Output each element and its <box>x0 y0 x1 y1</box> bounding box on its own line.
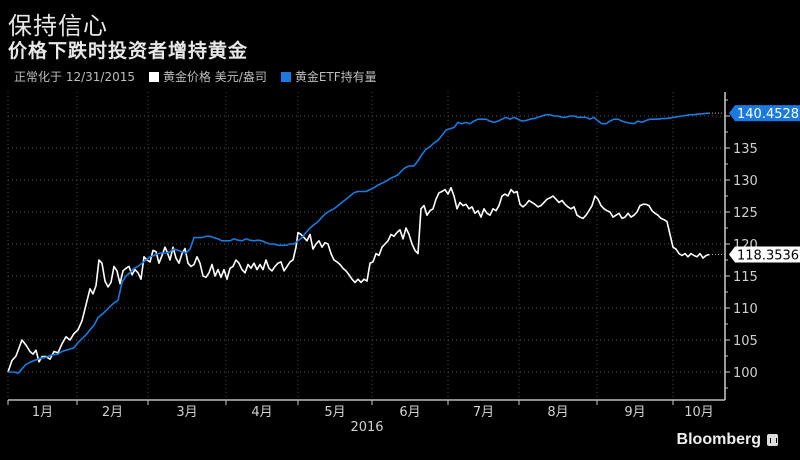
x-tick-label: 3月 <box>176 405 197 420</box>
end-value-badge <box>729 105 800 122</box>
chart-title: 保持信心 <box>8 12 108 40</box>
legend-item-gold-price: 黄金价格 美元/盎司 <box>148 68 267 85</box>
gold-price-line <box>7 186 710 373</box>
x-tick-label: 2月 <box>102 405 123 420</box>
x-tick-label: 5月 <box>324 405 345 420</box>
data-lines <box>7 112 725 375</box>
chart-subtitle: 价格下跌时投资者增持黄金 <box>8 40 249 62</box>
bloomberg-chart-icon <box>767 434 778 446</box>
gridlines <box>7 92 725 400</box>
x-axis-label: 2016 <box>350 420 383 435</box>
x-tick-label: 9月 <box>624 405 645 420</box>
y-tick-label: 100 <box>733 366 758 381</box>
y-tick-label: 135 <box>733 142 758 157</box>
y-tick-label: 110 <box>733 302 758 317</box>
normalization-note: 正常化于 12/31/2015 <box>14 70 135 84</box>
bloomberg-logo: Bloomberg <box>677 431 778 449</box>
legend-label: 黄金价格 美元/盎司 <box>162 70 267 84</box>
x-tick-label: 1月 <box>32 405 53 420</box>
legend-label: 黄金ETF持有量 <box>294 70 377 84</box>
legend-item-etf-holdings: 黄金ETF持有量 <box>280 68 377 85</box>
axes <box>7 92 730 405</box>
end-value-label: 118.3536 <box>737 249 799 264</box>
x-tick-label: 8月 <box>547 405 568 420</box>
x-tick-label: 10月 <box>684 405 714 420</box>
legend-swatch-white <box>148 71 159 82</box>
y-tick-label: 105 <box>733 334 758 349</box>
y-tick-label: 115 <box>733 270 758 285</box>
legend-swatch-blue <box>280 71 291 82</box>
y-tick-label: 125 <box>733 206 758 221</box>
end-value-label: 140.4528 <box>737 107 799 122</box>
y-tick-label: 130 <box>733 174 758 189</box>
axis-labels: 1001051101151201251301351401月2月3月4月5月6月7… <box>32 105 800 435</box>
x-tick-label: 7月 <box>473 405 494 420</box>
end-value-badge <box>729 246 800 263</box>
etf-holdings-line <box>8 112 710 375</box>
brand-name: Bloomberg <box>676 431 761 448</box>
x-tick-label: 4月 <box>251 405 272 420</box>
x-tick-label: 6月 <box>399 405 420 420</box>
legend: 正常化于 12/31/2015 黄金价格 美元/盎司 黄金ETF持有量 <box>14 68 377 85</box>
